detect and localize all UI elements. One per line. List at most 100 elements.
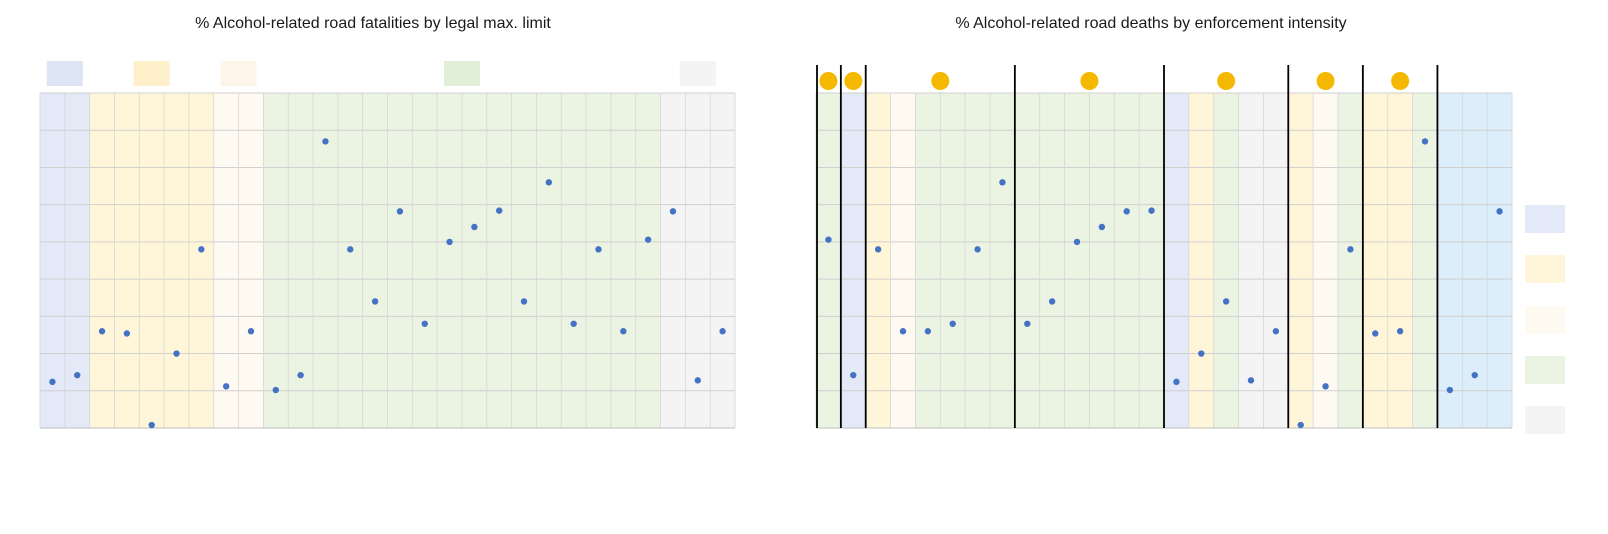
category-band [940, 93, 966, 428]
legend-swatch [1525, 306, 1565, 334]
data-point [1198, 350, 1205, 357]
category-band [610, 93, 636, 428]
category-band [1412, 93, 1438, 428]
category-band [238, 93, 264, 428]
data-point [98, 328, 106, 335]
enforcement-badge [819, 72, 838, 90]
data-point [1322, 383, 1329, 390]
data-point [595, 246, 602, 253]
data-point [272, 386, 280, 394]
limit-group-tag-bg [443, 61, 480, 86]
data-point [545, 179, 553, 186]
category-band [1238, 93, 1264, 428]
category-band [40, 93, 65, 428]
legend-swatch [1525, 406, 1565, 434]
category-band [1064, 93, 1090, 428]
category-band [865, 93, 891, 428]
category-band [164, 93, 189, 428]
data-point [396, 208, 404, 215]
category-band [1387, 93, 1413, 428]
enforcement-badge [844, 72, 863, 90]
category-band [990, 93, 1015, 428]
data-point [297, 371, 304, 379]
data-point [1272, 328, 1280, 335]
data-point [1024, 320, 1031, 327]
category-band [1437, 93, 1463, 428]
category-band [1164, 93, 1189, 428]
data-point [949, 320, 956, 327]
data-point [347, 246, 354, 253]
enforcement-badge [1217, 72, 1236, 90]
data-point [421, 320, 428, 327]
data-point [1222, 298, 1230, 305]
category-band [337, 93, 363, 428]
data-point [1048, 298, 1056, 305]
category-band [1288, 93, 1314, 428]
category-band [660, 93, 686, 428]
data-point [974, 246, 981, 253]
data-point [1446, 386, 1454, 394]
category-band [412, 93, 438, 428]
data-point [495, 207, 503, 214]
data-point [222, 383, 230, 390]
chart-2-title: % Alcohol-related road deaths by enforce… [955, 15, 1346, 32]
data-point [1123, 208, 1130, 215]
enforcement-badge [1080, 72, 1099, 90]
category-band [511, 93, 537, 428]
data-point [1396, 328, 1404, 335]
category-band [1263, 93, 1289, 428]
chart-1-title: % Alcohol-related road fatalities by leg… [195, 15, 551, 32]
data-point [825, 236, 832, 243]
data-point [999, 179, 1006, 186]
category-band [1039, 93, 1065, 428]
data-point [1148, 207, 1155, 214]
category-band [1338, 93, 1363, 428]
chart-2-plot [815, 65, 1513, 429]
category-band [437, 93, 462, 428]
data-point [322, 138, 329, 145]
enforcement-badge [1316, 72, 1335, 90]
category-band [362, 93, 388, 428]
data-point [1421, 138, 1429, 145]
category-band [1089, 93, 1115, 428]
data-point [1297, 421, 1304, 429]
data-point [520, 298, 528, 305]
category-band [263, 93, 289, 428]
data-point [644, 236, 652, 243]
legend-swatch [1525, 356, 1565, 384]
enforcement-badge [1391, 72, 1410, 90]
category-band [313, 93, 338, 428]
data-point [1347, 246, 1354, 253]
category-band [1213, 93, 1239, 428]
category-band [1188, 93, 1214, 428]
category-band [561, 93, 587, 428]
data-point [924, 328, 932, 335]
category-band [915, 93, 941, 428]
category-band [1487, 93, 1512, 428]
data-point [148, 421, 155, 429]
category-band [1114, 93, 1140, 428]
category-band [1313, 93, 1338, 428]
data-point [570, 320, 577, 327]
data-point [1073, 238, 1081, 246]
category-band [965, 93, 990, 428]
category-band [188, 93, 214, 428]
category-band [816, 93, 841, 428]
data-point [1098, 223, 1106, 231]
data-point [446, 238, 453, 246]
data-point [1247, 377, 1255, 384]
limit-group-tag-bg [679, 61, 716, 86]
category-band [586, 93, 611, 428]
category-band [536, 93, 562, 428]
data-point [247, 328, 255, 335]
data-point [49, 378, 56, 386]
category-band [213, 93, 239, 428]
category-band [1139, 93, 1164, 428]
category-band [486, 93, 512, 428]
category-band [635, 93, 661, 428]
data-point [1372, 330, 1379, 337]
category-band [461, 93, 487, 428]
category-band [387, 93, 413, 428]
legend-swatch [1525, 205, 1565, 233]
category-band [685, 93, 711, 428]
